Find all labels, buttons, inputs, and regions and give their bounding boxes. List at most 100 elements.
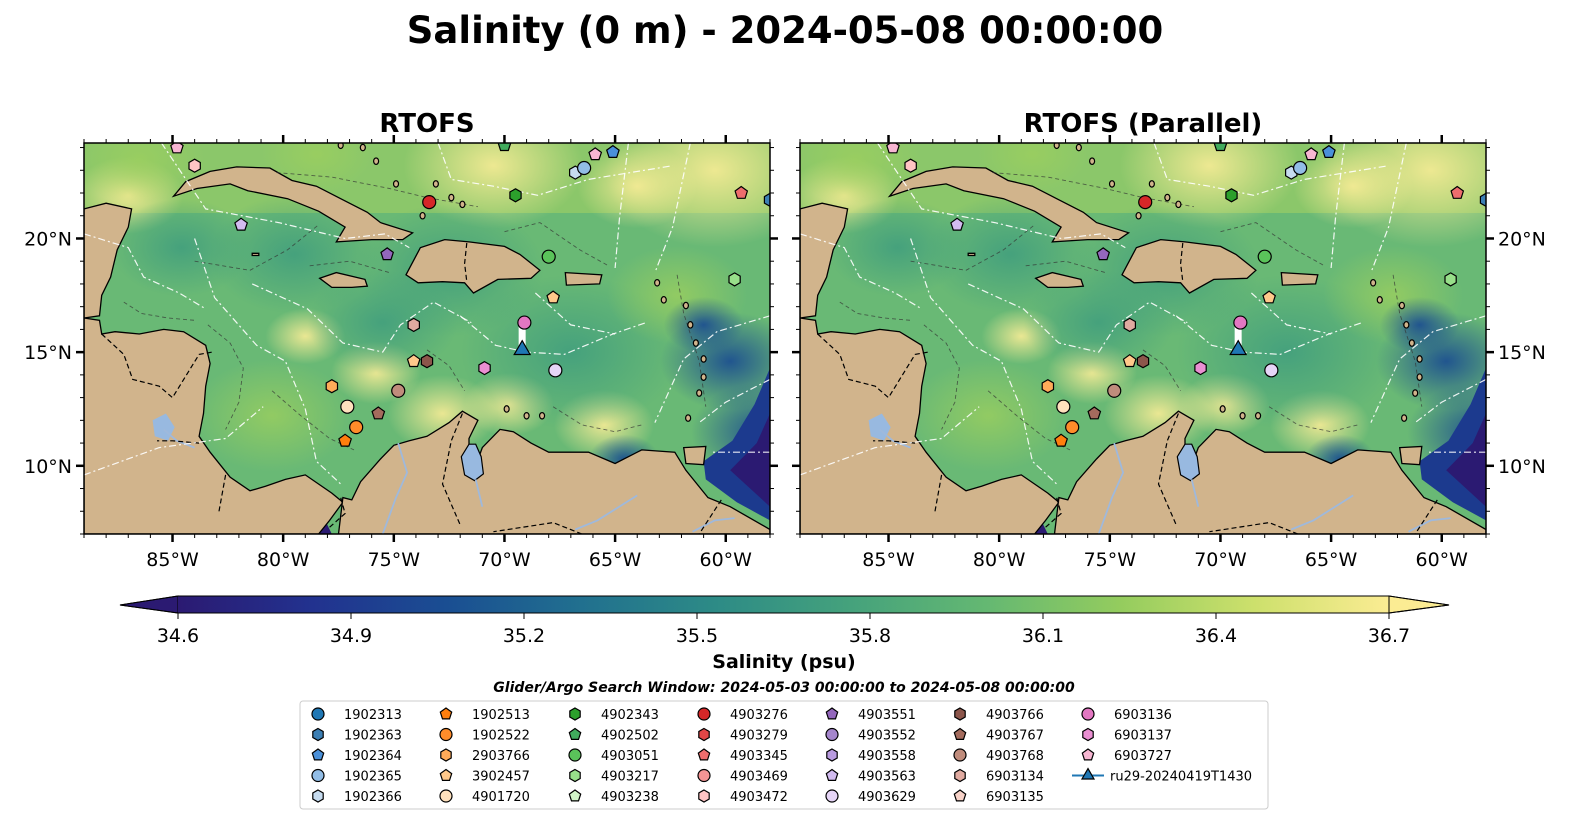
isobath [504, 222, 609, 267]
colorbar-tick-label: 35.2 [503, 625, 545, 647]
lat-tick-label: 15°N [24, 342, 72, 364]
legend-label: 4903279 [730, 729, 788, 744]
eez-boundary [1175, 315, 1363, 356]
isobath [923, 324, 960, 430]
eez-boundary [800, 406, 980, 476]
legend-marker [311, 748, 325, 761]
float-marker-4903766 [420, 354, 434, 369]
river [381, 442, 409, 534]
small-island [1416, 373, 1423, 381]
legend-item: 1902366 [312, 789, 402, 805]
lat-tick-label: 20°N [1498, 228, 1546, 250]
legend-marker [698, 727, 710, 742]
salinity-blob [307, 270, 458, 376]
small-island [337, 143, 344, 150]
small-island [660, 296, 667, 304]
panel-title: RTOFS [379, 109, 474, 139]
legend-item: 6903137 [1082, 727, 1172, 744]
float-marker-4902343 [1225, 188, 1238, 203]
salinity-field [800, 143, 1486, 534]
land-puerto-rico [1280, 271, 1319, 286]
country-border [1045, 497, 1062, 528]
lon-tick-label: 80°W [257, 549, 310, 571]
float-marker-4903551 [380, 247, 395, 261]
country-border [218, 474, 227, 512]
float-marker-1902364 [1321, 144, 1336, 158]
float-marker-6903136 [1233, 315, 1248, 330]
lon-tick-label: 75°W [1084, 549, 1137, 571]
salinity-blob [1379, 296, 1460, 353]
salinity-blob [800, 143, 921, 205]
isobath [676, 274, 707, 407]
legend-label: 4903551 [858, 708, 916, 723]
legend-box [299, 700, 1269, 810]
float-marker-2903766 [325, 379, 339, 394]
legend-marker [439, 727, 453, 742]
orinoco-plume-core [730, 413, 770, 507]
legend-marker [954, 707, 966, 721]
float-marker-6903134 [407, 317, 420, 333]
colorbar-ticks: 34.6 34.9 35.2 35.5 35.8 36.1 36.4 36.7 [157, 613, 1410, 647]
legend-item: 4903051 [568, 748, 659, 764]
float-marker-1902363 [763, 192, 770, 207]
eez-boundary [1370, 315, 1486, 423]
legend-marker [825, 707, 839, 720]
float-marker-4902502 [497, 143, 512, 152]
float-marker-6903134 [1123, 317, 1137, 333]
axis-ticks: 85°W 80°W 75°W 70°W 65°W 60°W 10°N 15°N 20°N [792, 135, 1546, 571]
legend-label: 6903134 [986, 770, 1044, 785]
country-border [463, 242, 468, 282]
legend-label: 6903727 [1114, 749, 1172, 764]
legend-item: 4903238 [568, 789, 659, 805]
eez-boundary [654, 143, 691, 273]
axis-ticks: 85°W 80°W 75°W 70°W 65°W 60°W 10°N 15°N 20°N [24, 135, 778, 571]
float-marker-1902522 [349, 420, 364, 435]
eez-boundary [534, 292, 616, 335]
eez-boundary [967, 283, 1188, 353]
colorbar: 34.6 34.9 35.2 35.5 35.8 36.1 36.4 36.7 Salinit… [119, 595, 1450, 673]
legend-label: 1902363 [344, 729, 402, 744]
river [879, 428, 911, 449]
float-marker-6903136 [517, 315, 532, 330]
land-hispaniola [405, 238, 541, 294]
float-marker-1902522 [1065, 420, 1080, 435]
legend-label: 1902522 [472, 729, 530, 744]
isobath [276, 172, 478, 208]
legend-marker [568, 727, 582, 741]
colorbar-tick-label: 35.8 [849, 625, 891, 647]
float-marker-4902343 [509, 188, 522, 203]
legend-label: 4903768 [986, 749, 1044, 764]
legend-marker [1080, 767, 1096, 780]
legend-marker [440, 748, 452, 762]
legend-label: 2903766 [472, 749, 530, 764]
legend-item: 1902364 [311, 748, 402, 764]
small-island [1401, 414, 1408, 422]
lon-tick-label: 75°W [368, 549, 421, 571]
float-marker-4903563 [234, 217, 249, 231]
country-border [329, 497, 346, 528]
legend-item: 6903135 [953, 789, 1044, 805]
salinity-blob [84, 143, 205, 205]
eez-boundary [1370, 143, 1407, 273]
float-marker-1902365 [577, 160, 592, 176]
float-marker-3902457 [546, 290, 561, 304]
small-island [459, 200, 466, 209]
eez-boundary [84, 406, 264, 476]
small-island [685, 414, 692, 422]
land-cayman [251, 252, 260, 257]
small-island [654, 279, 661, 287]
lake-maracaibo [460, 443, 485, 482]
eez-boundary [800, 233, 923, 310]
isobath [123, 301, 195, 321]
isobath [910, 224, 1035, 271]
legend-label: 4902343 [601, 708, 659, 723]
small-island [1376, 296, 1383, 304]
land-jamaica [318, 271, 369, 289]
legend-label: ru29-20240419T1430 [1110, 770, 1252, 785]
legend-item: 6903134 [954, 768, 1044, 785]
legend-label: 4903345 [730, 749, 788, 764]
salinity-field [84, 143, 770, 534]
legend-item: 4903472 [698, 789, 788, 805]
float-marker-4903551 [1096, 247, 1111, 261]
float-marker-4903563 [950, 217, 965, 231]
